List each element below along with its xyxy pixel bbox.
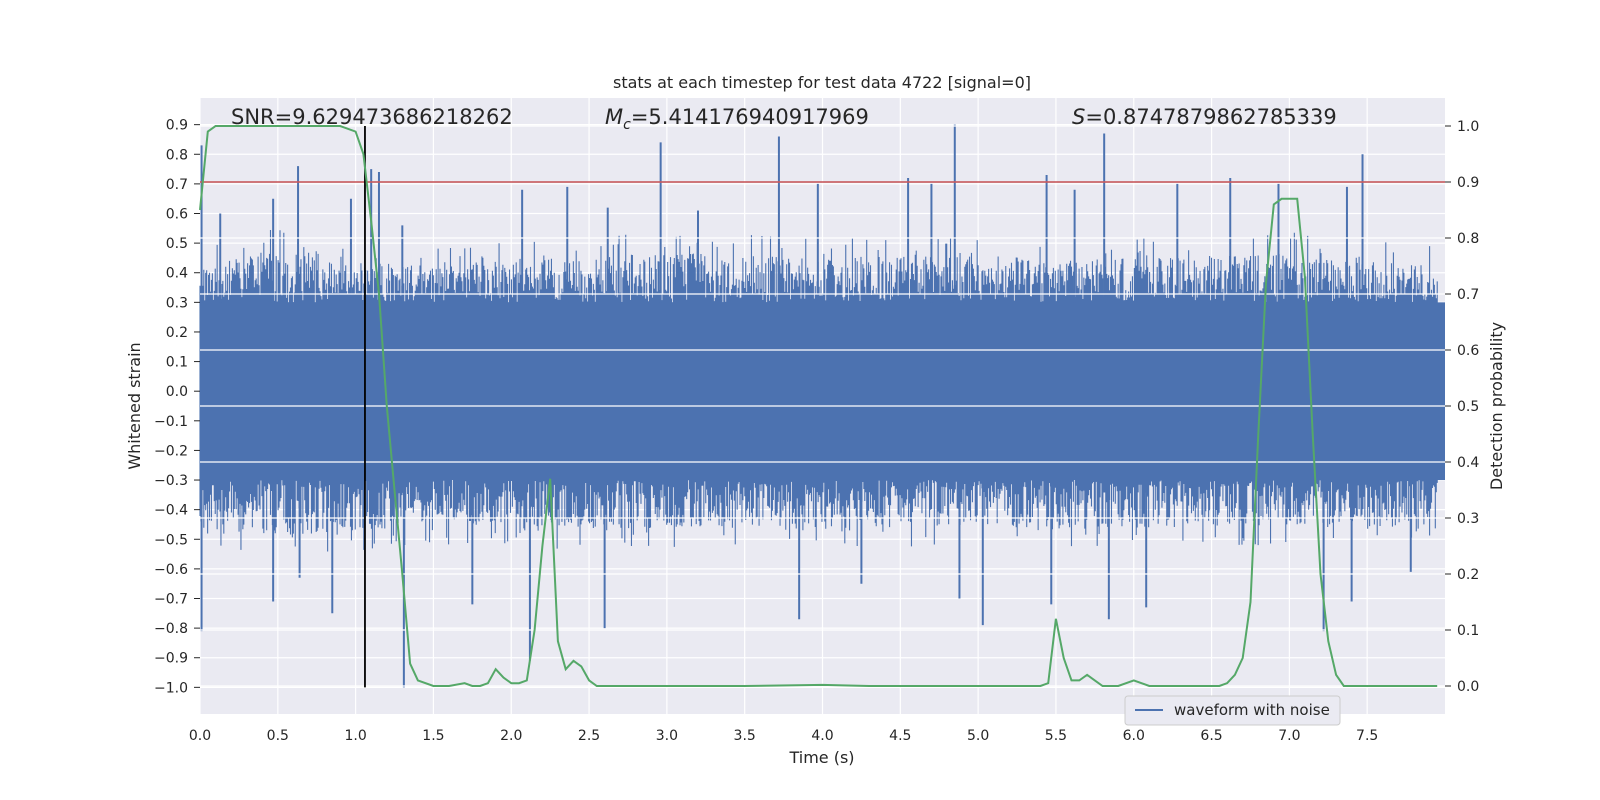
waveform-series bbox=[199, 124, 1445, 688]
y-left-tick-label-16: −0.7 bbox=[154, 592, 188, 608]
y-right-axis-title: Detection probability bbox=[1487, 322, 1506, 490]
y-right-tick-label-0: 0.0 bbox=[1457, 679, 1479, 695]
x-tick-label-15: 7.5 bbox=[1356, 728, 1378, 744]
x-tick-label-8: 4.0 bbox=[811, 728, 833, 744]
y-right-tick-label-6: 0.6 bbox=[1457, 343, 1479, 359]
y-left-axis-title: Whitened strain bbox=[125, 342, 144, 469]
x-tick-label-10: 5.0 bbox=[967, 728, 989, 744]
waveform-core-band bbox=[200, 302, 1445, 481]
y-left-tick-label-1: 0.8 bbox=[166, 147, 188, 163]
x-axis-title: Time (s) bbox=[788, 748, 854, 767]
y-right-tick-label-10: 1.0 bbox=[1457, 119, 1479, 135]
y-right-tick-label-2: 0.2 bbox=[1457, 567, 1479, 583]
x-tick-label-3: 1.5 bbox=[422, 728, 444, 744]
x-tick-label-11: 5.5 bbox=[1045, 728, 1067, 744]
s-statistic-value: =0.8747879862785339 bbox=[1085, 105, 1336, 129]
y-right-tick-label-3: 0.3 bbox=[1457, 511, 1479, 527]
y-left-tick-label-3: 0.6 bbox=[166, 207, 188, 223]
chirp-mass-subscript: c bbox=[623, 117, 631, 133]
y-left-axis-ticks: 0.9 0.8 0.7 0.6 0.5 0.4 0.3 0.2 0.1 0.0 −0.1 −0.2 −0… bbox=[154, 118, 200, 696]
y-left-tick-label-10: −0.1 bbox=[154, 414, 188, 430]
y-right-tick-label-9: 0.9 bbox=[1457, 175, 1479, 191]
x-tick-label-5: 2.5 bbox=[578, 728, 600, 744]
y-left-tick-label-2: 0.7 bbox=[166, 177, 188, 193]
x-tick-label-12: 6.0 bbox=[1123, 728, 1145, 744]
s-statistic-annotation: S=0.8747879862785339 bbox=[1072, 105, 1337, 129]
x-tick-label-9: 4.5 bbox=[889, 728, 911, 744]
y-right-axis-ticks: 0.0 0.1 0.2 0.3 0.4 0.5 0.6 0.7 0.8 0.9 1.0 bbox=[1445, 119, 1479, 695]
y-right-tick-label-5: 0.5 bbox=[1457, 399, 1479, 415]
y-right-tick-label-8: 0.8 bbox=[1457, 231, 1479, 247]
y-right-tick-label-7: 0.7 bbox=[1457, 287, 1479, 303]
y-left-tick-label-13: −0.4 bbox=[154, 503, 188, 519]
y-right-tick-label-4: 0.4 bbox=[1457, 455, 1479, 471]
y-left-tick-label-12: −0.3 bbox=[154, 473, 188, 489]
chirp-mass-value: =5.414176940917969 bbox=[631, 105, 869, 129]
overlay-lines bbox=[200, 126, 1445, 688]
snr-annotation: SNR=9.629473686218262 bbox=[231, 105, 513, 129]
x-axis-ticks: 0.0 0.5 1.0 1.5 2.0 2.5 3.0 3.5 4.0 4.5 5.0 5.5 6.0 6… bbox=[189, 728, 1378, 744]
legend: waveform with noise bbox=[1124, 695, 1341, 726]
x-tick-label-2: 1.0 bbox=[344, 728, 366, 744]
x-tick-label-6: 3.0 bbox=[656, 728, 678, 744]
legend-box bbox=[1124, 695, 1341, 726]
y-left-tick-label-14: −0.5 bbox=[154, 532, 188, 548]
y-right-tick-label-1: 0.1 bbox=[1457, 623, 1479, 639]
chirp-mass-symbol: M bbox=[605, 105, 623, 129]
y-left-tick-label-8: 0.1 bbox=[166, 355, 188, 371]
x-tick-label-4: 2.0 bbox=[500, 728, 522, 744]
chirp-mass-annotation: Mc=5.414176940917969 bbox=[605, 105, 869, 133]
y-left-tick-label-15: −0.6 bbox=[154, 562, 188, 578]
y-left-tick-label-5: 0.4 bbox=[166, 266, 188, 282]
y-left-tick-label-9: 0.0 bbox=[166, 384, 188, 400]
y-left-tick-label-11: −0.2 bbox=[154, 443, 188, 459]
y-left-tick-label-4: 0.5 bbox=[166, 236, 188, 252]
probability-series bbox=[199, 125, 1438, 687]
legend-label-waveform: waveform with noise bbox=[1174, 701, 1330, 719]
y-left-tick-label-6: 0.3 bbox=[166, 295, 188, 311]
y-left-tick-label-17: −0.8 bbox=[154, 621, 188, 637]
y-left-tick-label-18: −0.9 bbox=[154, 651, 188, 667]
x-tick-label-14: 7.0 bbox=[1278, 728, 1300, 744]
y-left-tick-label-0: 0.9 bbox=[166, 118, 188, 134]
x-tick-label-7: 3.5 bbox=[734, 728, 756, 744]
s-statistic-symbol: S bbox=[1072, 105, 1085, 129]
y-left-tick-label-19: −1.0 bbox=[154, 680, 188, 696]
x-tick-label-0: 0.0 bbox=[189, 728, 211, 744]
x-tick-label-1: 0.5 bbox=[267, 728, 289, 744]
y-left-tick-label-7: 0.2 bbox=[166, 325, 188, 341]
x-tick-label-13: 6.5 bbox=[1200, 728, 1222, 744]
chart-title: stats at each timestep for test data 472… bbox=[613, 73, 1031, 92]
detection-probability-line bbox=[199, 125, 1438, 687]
